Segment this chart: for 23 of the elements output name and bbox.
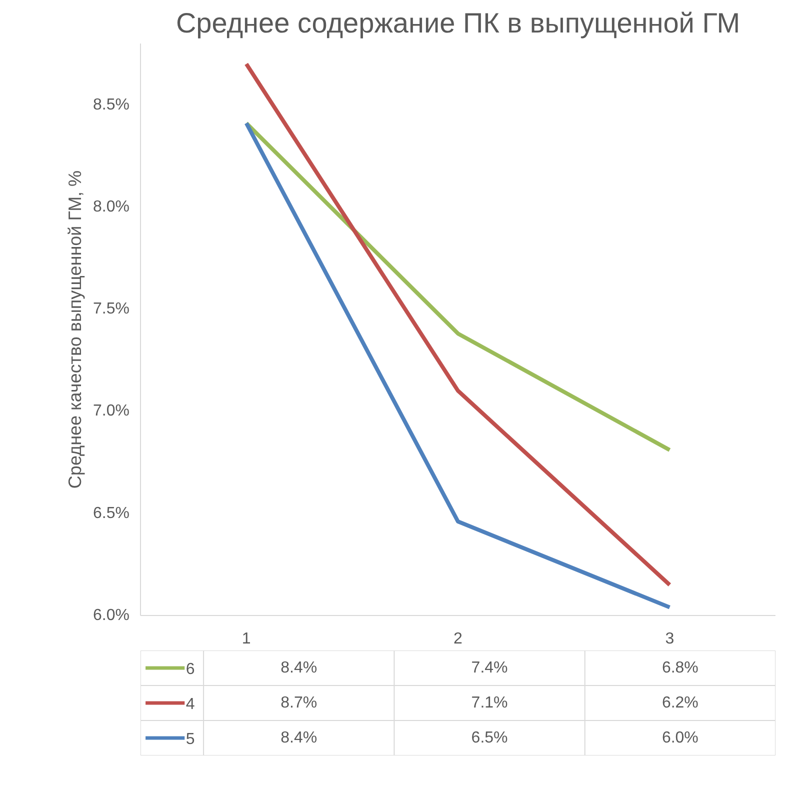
data-label: 6.5%	[471, 730, 508, 746]
y-tick-label: 7.5%	[93, 300, 130, 318]
y-tick-label: 8.0%	[93, 198, 130, 216]
data-label: 7.4%	[471, 660, 508, 676]
x-tick-label: 1	[242, 630, 251, 648]
data-label: 8.4%	[280, 660, 318, 676]
data-label: 8.7%	[280, 694, 318, 712]
data-label: 6.8%	[662, 660, 698, 676]
legend-label: 6	[186, 661, 195, 678]
x-tick-label: 2	[454, 630, 463, 648]
data-label: 6.0%	[662, 730, 698, 746]
y-tick-label: 8.5%	[93, 96, 130, 114]
y-tick-label: 6.0%	[93, 607, 130, 624]
data-label: 6.2%	[662, 694, 698, 712]
chart-title: Среднее содержание ПК в выпущенной ГМ	[176, 8, 740, 38]
y-tick-label: 7.0%	[93, 402, 130, 420]
y-axis-title: Среднее качество выпущенной ГМ, %	[65, 170, 86, 489]
data-label: 7.1%	[471, 694, 508, 712]
x-tick-label: 3	[665, 630, 674, 648]
legend-label: 4	[186, 696, 195, 713]
data-label: 8.4%	[280, 730, 318, 746]
legend-label: 5	[186, 731, 195, 748]
y-tick-label: 6.5%	[93, 504, 130, 522]
